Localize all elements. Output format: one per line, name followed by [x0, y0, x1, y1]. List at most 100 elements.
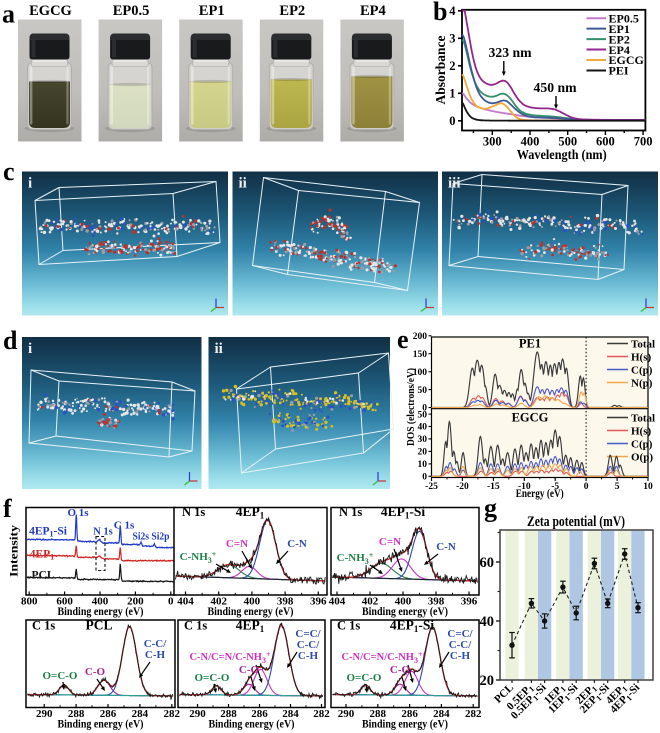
svg-text:EP4: EP4 — [609, 43, 630, 57]
svg-text:N(p): N(p) — [631, 377, 653, 389]
svg-text:600: 600 — [596, 135, 615, 149]
svg-text:396: 396 — [461, 596, 478, 608]
svg-text:286: 286 — [251, 708, 268, 720]
svg-text:C(p): C(p) — [631, 438, 653, 450]
svg-text:282: 282 — [164, 708, 181, 720]
svg-text:3: 3 — [449, 31, 455, 45]
svg-text:290: 290 — [36, 708, 53, 720]
svg-text:Binding energy (eV): Binding energy (eV) — [208, 606, 294, 618]
svg-text:C=N: C=N — [226, 538, 248, 550]
svg-text:g: g — [484, 494, 497, 523]
svg-text:Zeta potential (mV): Zeta potential (mV) — [527, 514, 625, 530]
svg-text:0: 0 — [422, 404, 427, 414]
svg-text:PCL: PCL — [32, 570, 55, 582]
svg-text:O=C-O: O=C-O — [347, 672, 382, 684]
svg-text:288: 288 — [220, 708, 237, 720]
svg-text:ii: ii — [239, 176, 247, 192]
svg-text:O(p): O(p) — [631, 451, 653, 463]
svg-text:Wavelength (nm): Wavelength (nm) — [517, 148, 607, 163]
svg-text:4EP1: 4EP1 — [30, 549, 54, 562]
svg-text:20: 20 — [480, 673, 495, 689]
svg-text:-15: -15 — [487, 482, 500, 492]
svg-text:EP0.5: EP0.5 — [113, 3, 150, 19]
svg-text:402: 402 — [362, 596, 379, 608]
svg-text:Total: Total — [631, 338, 655, 350]
svg-text:EGCG: EGCG — [29, 3, 72, 19]
svg-text:C-C/: C-C/ — [449, 639, 473, 651]
svg-text:EP1: EP1 — [609, 22, 630, 36]
svg-text:C-H: C-H — [145, 649, 166, 661]
svg-text:40: 40 — [418, 423, 428, 433]
svg-text:290: 290 — [338, 708, 355, 720]
svg-text:4EP1-Si: 4EP1-Si — [390, 618, 435, 635]
svg-text:C-O: C-O — [85, 666, 106, 678]
svg-text:C-N/C=N/C-NH3+: C-N/C=N/C-NH3+ — [341, 650, 422, 665]
svg-text:O=C-O: O=C-O — [195, 672, 230, 684]
svg-text:Binding energy (eV): Binding energy (eV) — [58, 719, 144, 731]
svg-text:N 1s: N 1s — [339, 505, 362, 519]
svg-text:-20: -20 — [456, 482, 469, 492]
svg-text:b: b — [433, 0, 447, 26]
svg-text:5: 5 — [615, 482, 620, 492]
svg-text:398: 398 — [428, 596, 445, 608]
svg-text:N 1s: N 1s — [93, 527, 113, 538]
svg-text:O 1s: O 1s — [67, 507, 89, 519]
svg-text:C-C/: C-C/ — [297, 639, 321, 651]
svg-text:C-NH3+: C-NH3+ — [180, 550, 217, 565]
svg-text:Si2s Si2p: Si2s Si2p — [133, 532, 170, 543]
svg-text:10: 10 — [418, 460, 428, 470]
svg-text:i: i — [28, 341, 32, 357]
svg-text:EP0.5: EP0.5 — [609, 11, 639, 25]
svg-text:i: i — [28, 176, 32, 192]
svg-text:150: 150 — [413, 350, 428, 360]
svg-text:EP4: EP4 — [360, 3, 386, 19]
svg-text:4EP1: 4EP1 — [236, 504, 265, 521]
svg-text:30: 30 — [418, 435, 428, 445]
svg-text:400: 400 — [244, 596, 261, 608]
svg-text:10: 10 — [643, 482, 653, 492]
svg-text:a: a — [2, 0, 15, 28]
svg-text:C(p): C(p) — [631, 364, 653, 376]
svg-text:282: 282 — [465, 708, 482, 720]
svg-text:EP2: EP2 — [279, 3, 305, 19]
svg-text:H(s): H(s) — [631, 351, 652, 363]
svg-text:Intensity: Intensity — [9, 525, 21, 577]
svg-text:0: 0 — [584, 482, 589, 492]
svg-text:f: f — [3, 494, 12, 523]
svg-text:PCL: PCL — [86, 618, 113, 633]
svg-text:C=C/: C=C/ — [295, 628, 321, 640]
svg-text:286: 286 — [100, 708, 117, 720]
svg-text:Binding energy (eV): Binding energy (eV) — [362, 719, 448, 731]
svg-text:323 nm: 323 nm — [489, 46, 532, 61]
svg-text:C-NH3+: C-NH3+ — [337, 551, 374, 566]
svg-text:0: 0 — [422, 473, 427, 483]
svg-text:Total: Total — [631, 412, 655, 424]
svg-text:402: 402 — [210, 596, 227, 608]
svg-text:C-O: C-O — [239, 664, 260, 676]
svg-text:404: 404 — [329, 596, 346, 608]
svg-text:-10: -10 — [518, 482, 531, 492]
svg-text:200: 200 — [127, 596, 144, 608]
svg-text:20: 20 — [418, 448, 428, 458]
svg-text:H(s): H(s) — [631, 425, 652, 437]
svg-text:396: 396 — [310, 596, 327, 608]
svg-text:50: 50 — [418, 410, 428, 420]
svg-text:Binding energy (eV): Binding energy (eV) — [209, 719, 295, 731]
svg-text:1: 1 — [449, 86, 455, 100]
svg-text:100: 100 — [413, 368, 428, 378]
svg-text:4EP1-Si: 4EP1-Si — [29, 526, 68, 539]
svg-text:C=N: C=N — [379, 536, 401, 548]
svg-text:400: 400 — [521, 135, 540, 149]
svg-text:398: 398 — [277, 596, 294, 608]
svg-text:4EP1-Si: 4EP1-Si — [381, 504, 426, 521]
svg-text:0: 0 — [449, 114, 455, 128]
svg-text:60: 60 — [480, 555, 495, 571]
svg-text:0: 0 — [168, 596, 174, 608]
svg-text:N 1s: N 1s — [182, 505, 205, 519]
svg-text:200: 200 — [413, 332, 428, 342]
svg-text:-25: -25 — [425, 482, 438, 492]
svg-text:C-N/C=N/C-NH3+: C-N/C=N/C-NH3+ — [189, 650, 270, 665]
svg-text:Absorbance: Absorbance — [433, 35, 448, 104]
svg-text:450 nm: 450 nm — [534, 81, 577, 96]
svg-text:e: e — [397, 325, 409, 354]
